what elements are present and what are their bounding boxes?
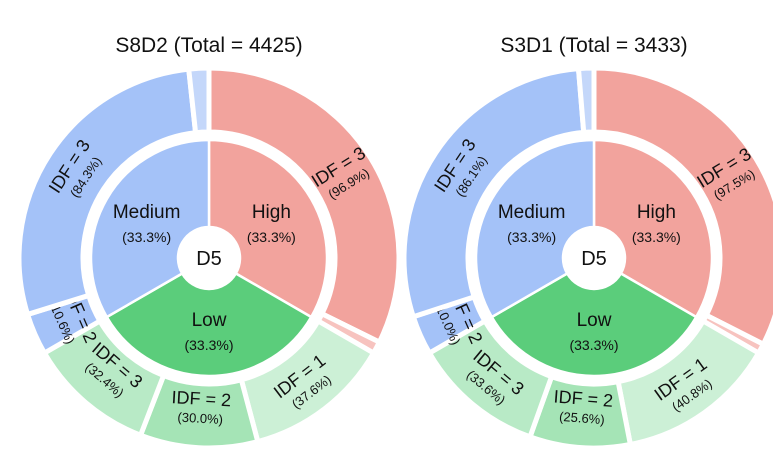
donut-chart-1: S8D2 (Total = 4425) High (33.3%) Low (33.3%)… <box>16 34 402 451</box>
inner-pct-medium: (33.3%) <box>122 229 171 245</box>
outer-slice-high-idf-3 <box>591 65 773 348</box>
outer-pct-low: (25.6%) <box>559 409 606 427</box>
inner-pct-high: (33.3%) <box>632 229 681 245</box>
inner-label-low: Low <box>577 310 612 331</box>
outer-pct-low: (30.0%) <box>177 410 223 427</box>
center-label: D5 <box>196 248 222 270</box>
outer-label-low: IDF = 2 <box>171 387 232 410</box>
inner-slice-low <box>105 271 313 378</box>
inner-pct-medium: (33.3%) <box>507 229 556 245</box>
outer-label-group: IDF = 2(30.0%) <box>171 387 232 427</box>
outer-label-group: IDF = 2(25.6%) <box>553 386 614 427</box>
center-hole <box>178 227 240 289</box>
inner-slice-high <box>207 138 329 319</box>
inner-pct-low: (33.3%) <box>184 337 233 353</box>
inner-pct-low: (33.3%) <box>569 337 618 353</box>
outer-slice-medium-idf-3 <box>16 66 199 318</box>
outer-label-low: IDF = 2 <box>553 386 614 410</box>
inner-slice-high <box>592 138 714 319</box>
inner-slice-medium <box>89 138 211 319</box>
outer-slice-medium-idf-3 <box>401 65 587 320</box>
inner-label-low: Low <box>192 310 227 331</box>
outer-slice-high-idf-3 <box>206 65 402 346</box>
chart-title: S3D1 (Total = 3433) <box>500 34 687 57</box>
inner-pct-high: (33.3%) <box>247 229 296 245</box>
outer-slice-medium-rest <box>185 65 212 136</box>
chart-title: S8D2 (Total = 4425) <box>115 34 302 57</box>
inner-slice-medium <box>474 138 596 319</box>
inner-label-high: High <box>637 202 676 223</box>
center-hole <box>563 227 625 289</box>
inner-label-medium: Medium <box>498 202 566 223</box>
inner-label-high: High <box>252 202 291 223</box>
inner-label-medium: Medium <box>113 202 181 223</box>
donut-chart-2: S3D1 (Total = 3433) High (33.3%) Low (33.3%)… <box>401 34 773 451</box>
outer-slice-medium-rest <box>575 65 597 136</box>
inner-slice-low <box>490 271 698 378</box>
center-label: D5 <box>581 248 607 270</box>
